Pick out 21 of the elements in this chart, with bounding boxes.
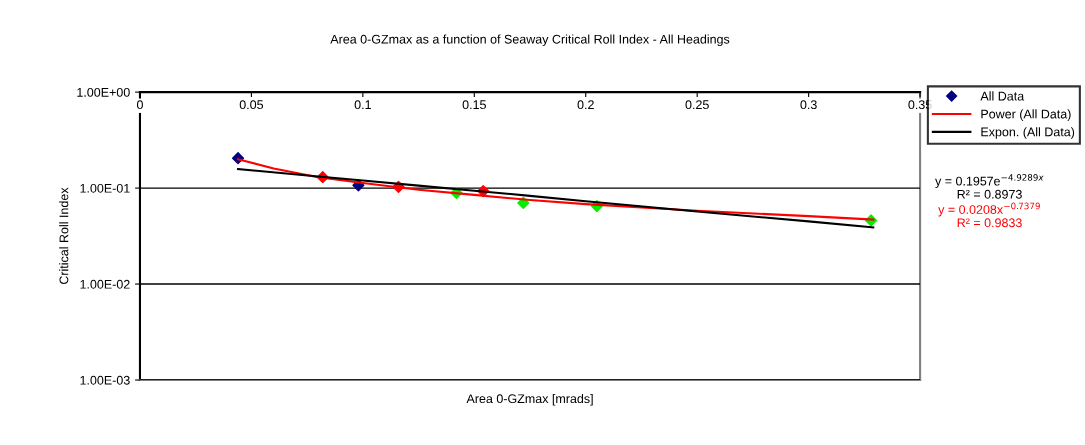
text: y = 0.1957e$^{−4.9289x}$	[935, 174, 1044, 188]
legend-label: All Data	[980, 91, 1025, 101]
x-tick-label: 0.1	[354, 100, 371, 110]
y-tick-label: 1.00E-03	[80, 375, 130, 385]
chart-title: Area 0-GZmax as a function of Seaway Critical Roll Index - All Headings	[330, 34, 730, 47]
y-axis-title: Critical Roll Index	[59, 187, 69, 285]
x-tick-label: 0	[136, 100, 143, 110]
x-tick-label: 0.15	[462, 100, 486, 110]
x-tick-label: 0.3	[800, 100, 817, 110]
text: R² = 0.9833	[957, 218, 1022, 228]
x-tick-label: 0.2	[577, 100, 594, 110]
text: y = 0.0208x$^{−0.7379}$	[938, 202, 1040, 217]
x-axis-title: Area 0-GZmax [mrads]	[466, 393, 593, 406]
legend-label: Expon. (All Data)	[981, 127, 1075, 139]
y-tick-label: 1.00E-01	[80, 183, 130, 193]
x-tick-label: 0.05	[239, 100, 264, 110]
legend-label: Power (All Data)	[981, 109, 1071, 121]
x-tick-label: 0.25	[685, 100, 709, 110]
y-tick-label: 1.00E-02	[80, 279, 130, 289]
text: R² = 0.8973	[957, 189, 1022, 199]
y-tick-label: 1.00E+00	[77, 87, 130, 97]
